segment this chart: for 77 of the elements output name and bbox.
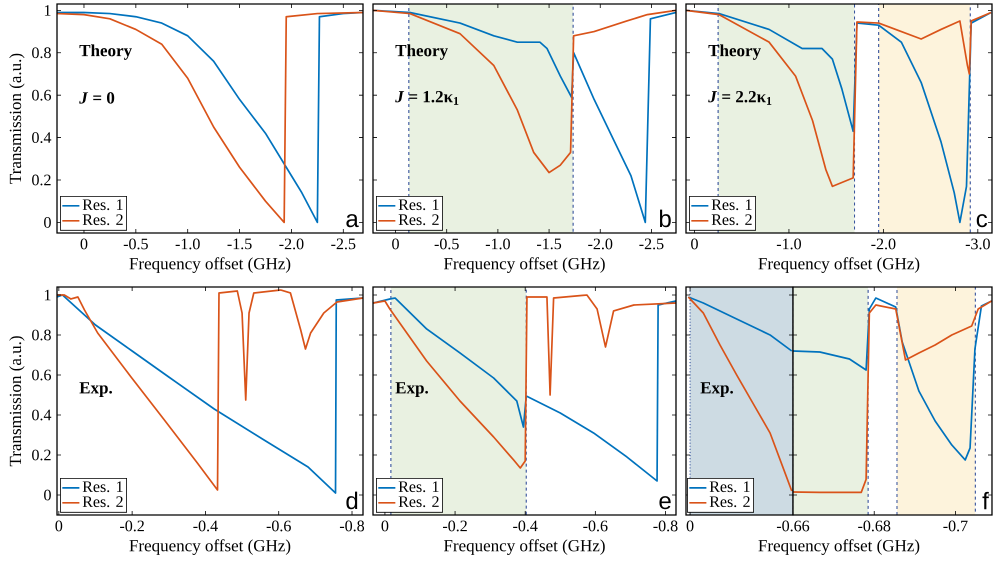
legend-label: Res. 2 bbox=[712, 214, 752, 226]
annotation: Exp. bbox=[80, 382, 112, 397]
annotation: f bbox=[982, 492, 989, 510]
x-tick-label: 0 bbox=[80, 238, 88, 250]
y-axis-title: Transmission (a.u.) bbox=[9, 54, 25, 184]
x-tick-label: 0 bbox=[382, 520, 388, 532]
x-tick-label: -2.5 bbox=[331, 238, 356, 250]
x-tick-label: -1.0 bbox=[176, 238, 200, 250]
x-tick-label: -0.7 bbox=[943, 520, 968, 532]
annotation: Exp. bbox=[396, 382, 428, 397]
legend-label: Res. 1 bbox=[710, 481, 750, 492]
annotation: Theory bbox=[79, 44, 132, 60]
legend-label: Res. 1 bbox=[82, 481, 123, 492]
y-tick-label: 0.2 bbox=[32, 450, 51, 460]
legend-label: Res. 1 bbox=[82, 199, 123, 210]
legend-label: Res. 2 bbox=[82, 214, 123, 226]
y-tick-label: 0.4 bbox=[32, 410, 52, 420]
y-tick-label: 0 bbox=[44, 490, 51, 500]
x-tick-label: 0 bbox=[392, 238, 399, 250]
annotation: J = 0 bbox=[79, 92, 114, 104]
legend-label: Res. 2 bbox=[398, 496, 439, 508]
x-tick-label: -0.4 bbox=[513, 520, 538, 532]
legend-label: Res. 2 bbox=[398, 214, 439, 226]
x-tick-label: 0 bbox=[691, 238, 698, 250]
annotation: d bbox=[346, 492, 358, 510]
x-axis-title: Frequency offset (GHz) bbox=[758, 257, 920, 273]
x-tick-label: -1.5 bbox=[537, 238, 562, 250]
x-tick-label: -0.4 bbox=[193, 520, 218, 532]
annotation: b bbox=[660, 210, 671, 228]
annotation: J = 1.2κ$_{1}$ bbox=[395, 90, 458, 105]
x-tick-label: -0.66 bbox=[776, 520, 810, 532]
x-tick-label: -3.0 bbox=[966, 238, 990, 250]
x-axis-title: Frequency offset (GHz) bbox=[129, 539, 290, 555]
legend-label: Res. 1 bbox=[712, 199, 752, 210]
annotation: c bbox=[976, 214, 988, 228]
x-tick-label: 0 bbox=[55, 520, 62, 532]
x-tick-label: -1.5 bbox=[228, 238, 252, 250]
y-tick-label: 0.6 bbox=[32, 370, 52, 380]
x-tick-label: -0.6 bbox=[583, 520, 608, 532]
x-axis-title: Frequency offset (GHz) bbox=[444, 257, 605, 273]
x-tick-label: -0.5 bbox=[434, 238, 459, 250]
y-tick-label: 0 bbox=[44, 217, 51, 228]
annotation: Theory bbox=[708, 44, 761, 60]
legend-label: Res. 2 bbox=[710, 496, 750, 508]
y-tick-label: 0.8 bbox=[32, 330, 51, 340]
annotation: Theory bbox=[395, 44, 448, 60]
y-tick-label: 0.2 bbox=[32, 174, 51, 186]
annotation: a bbox=[346, 214, 359, 228]
x-tick-label: -0.68 bbox=[858, 520, 890, 532]
y-tick-label: 0.4 bbox=[32, 132, 52, 144]
x-tick-label: -2.5 bbox=[639, 238, 664, 250]
x-axis-title: Frequency offset (GHz) bbox=[758, 539, 920, 555]
x-tick-label: -0.2 bbox=[120, 520, 144, 532]
x-tick-label: -2.0 bbox=[279, 238, 304, 250]
annotation: e bbox=[659, 496, 671, 510]
y-tick-label: 0.6 bbox=[32, 90, 51, 101]
y-axis-title: Transmission (a.u.) bbox=[9, 336, 25, 466]
annotation: Exp. bbox=[700, 382, 733, 397]
legend-label: Res. 1 bbox=[398, 199, 439, 210]
x-tick-label: -0.8 bbox=[340, 520, 364, 532]
x-tick-label: -0.8 bbox=[653, 520, 678, 532]
annotation: J = 2.2κ$_{1}$ bbox=[708, 90, 772, 105]
x-tick-label: -0.2 bbox=[442, 520, 467, 532]
x-axis-title: Frequency offset (GHz) bbox=[129, 257, 290, 273]
legend-label: Res. 2 bbox=[82, 496, 123, 508]
y-tick-label: 1 bbox=[44, 5, 51, 16]
legend-label: Res. 1 bbox=[398, 481, 439, 492]
x-tick-label: -0.6 bbox=[266, 520, 291, 532]
x-tick-label: 0 bbox=[686, 520, 694, 532]
x-tick-label: -1.0 bbox=[776, 238, 801, 250]
x-tick-label: -1.0 bbox=[486, 238, 510, 250]
x-tick-label: -2.0 bbox=[588, 238, 612, 250]
y-tick-label: 0.8 bbox=[32, 47, 51, 58]
x-tick-label: -0.5 bbox=[124, 238, 148, 250]
y-tick-label: 1 bbox=[44, 290, 51, 300]
x-tick-label: -2.0 bbox=[871, 238, 896, 250]
x-axis-title: Frequency offset (GHz) bbox=[444, 539, 605, 555]
